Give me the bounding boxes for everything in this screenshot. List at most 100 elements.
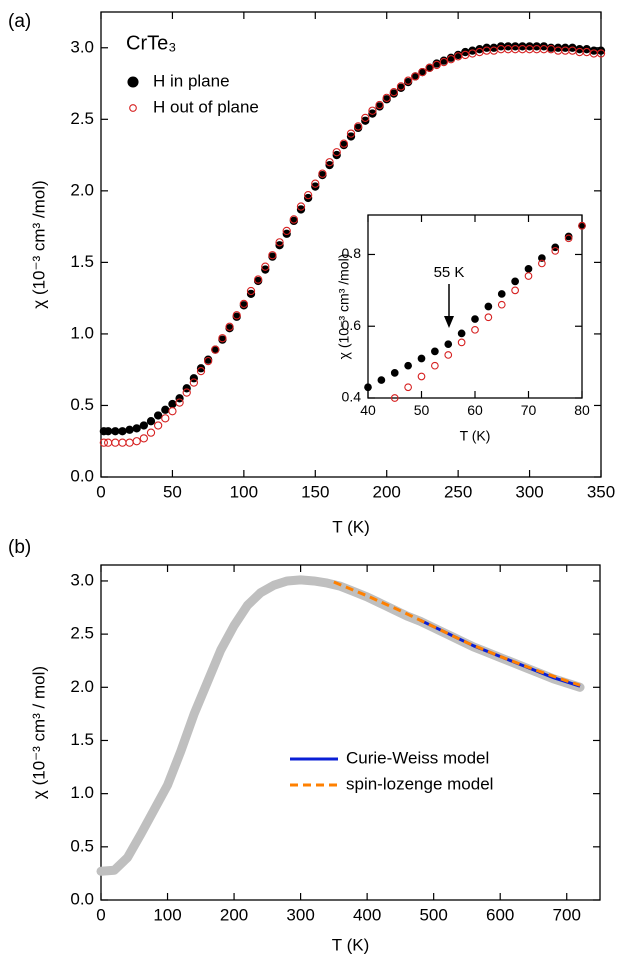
x-tick-label: 200 xyxy=(220,906,248,925)
x-tick-label: 100 xyxy=(153,906,181,925)
data-point xyxy=(189,374,199,383)
legend-title: CrTe₃ xyxy=(126,32,176,54)
y-tick-label: 1.5 xyxy=(70,730,94,749)
x-tick-label: 700 xyxy=(553,906,581,925)
y-tick-label: 0.4 xyxy=(342,389,362,405)
annotation-arrowhead xyxy=(444,316,454,328)
data-point xyxy=(511,277,519,286)
x-tick-label: 200 xyxy=(373,483,401,502)
data-point xyxy=(353,122,363,131)
panel-label: (a) xyxy=(8,11,31,32)
data-point xyxy=(411,72,420,81)
data-point xyxy=(203,356,213,366)
x-tick-label: 150 xyxy=(301,483,329,502)
data-point xyxy=(471,315,479,323)
data-point xyxy=(346,132,356,141)
data-point xyxy=(161,405,170,414)
plot-frame xyxy=(100,564,601,901)
data-point xyxy=(146,417,156,426)
y-tick-label: 1.5 xyxy=(70,252,94,271)
data-point xyxy=(125,425,134,434)
data-point xyxy=(417,372,426,381)
legend-label: Curie-Weiss model xyxy=(346,748,489,767)
data-point xyxy=(175,398,184,407)
data-point xyxy=(361,113,370,123)
data-point xyxy=(332,150,341,160)
data-point xyxy=(444,340,453,349)
data-point xyxy=(368,106,377,115)
data-point xyxy=(389,87,399,97)
x-tick-label: 300 xyxy=(286,906,314,925)
data-point xyxy=(332,148,341,157)
data-point xyxy=(396,82,406,91)
data-point xyxy=(346,129,356,138)
x-tick-label: 60 xyxy=(467,402,483,418)
data-point xyxy=(404,361,412,370)
data-point xyxy=(497,290,506,298)
x-tick-label: 400 xyxy=(353,906,381,925)
data-point xyxy=(275,241,284,250)
data-point xyxy=(282,226,291,236)
data-point xyxy=(261,265,270,274)
x-tick-label: 0 xyxy=(96,483,105,502)
y-tick-label: 1.0 xyxy=(70,783,94,802)
data-point xyxy=(318,169,327,178)
x-axis-label: T (K) xyxy=(460,428,491,444)
legend-marker xyxy=(127,76,139,88)
x-tick-label: 500 xyxy=(419,906,447,925)
y-tick-label: 0.5 xyxy=(70,836,94,855)
data-point xyxy=(484,302,493,311)
data-point xyxy=(182,384,191,393)
y-tick-label: 2.5 xyxy=(70,624,94,643)
data-point xyxy=(303,193,313,203)
data-point xyxy=(403,76,413,85)
data-point xyxy=(377,376,386,384)
data-point xyxy=(196,364,206,373)
data-point xyxy=(146,428,156,437)
data-point xyxy=(153,421,163,430)
panel-label: (b) xyxy=(8,537,31,558)
legend-label: spin-lozenge model xyxy=(346,774,493,793)
x-axis-label: T (K) xyxy=(332,517,369,536)
data-point xyxy=(444,351,453,359)
data-point xyxy=(538,254,546,262)
data-point xyxy=(246,289,256,299)
data-point xyxy=(325,160,334,170)
data-point xyxy=(118,427,127,436)
data-point xyxy=(311,182,320,191)
x-tick-label: 50 xyxy=(414,402,430,418)
data-point xyxy=(418,67,427,77)
data-point xyxy=(161,414,170,423)
data-point xyxy=(139,434,149,443)
y-axis-label: χ (10⁻³ cm³ /mol) xyxy=(336,254,352,360)
data-point xyxy=(484,313,493,322)
data-point xyxy=(111,427,120,436)
data-point xyxy=(246,286,256,296)
y-tick-label: 3.0 xyxy=(70,37,94,56)
data-point xyxy=(524,272,533,280)
y-tick-label: 0.8 xyxy=(342,245,362,261)
data-point xyxy=(457,329,466,338)
data-point xyxy=(275,238,284,247)
data-point xyxy=(218,334,227,343)
data-point xyxy=(168,407,177,416)
x-tick-label: 300 xyxy=(515,483,543,502)
data-point xyxy=(132,424,141,433)
x-tick-label: 100 xyxy=(230,483,258,502)
data-point xyxy=(439,57,449,67)
data-point xyxy=(168,399,177,409)
data-point xyxy=(457,338,466,347)
x-tick-label: 0 xyxy=(96,906,105,925)
x-tick-label: 40 xyxy=(360,402,376,418)
data-point xyxy=(232,311,241,320)
data-line xyxy=(333,580,581,687)
y-tick-label: 2.0 xyxy=(70,180,94,199)
data-point xyxy=(431,347,439,356)
x-tick-label: 600 xyxy=(486,906,514,925)
data-point xyxy=(289,215,299,224)
data-point xyxy=(339,139,349,148)
data-point xyxy=(361,116,370,125)
data-point xyxy=(382,93,391,102)
data-point xyxy=(390,394,399,402)
